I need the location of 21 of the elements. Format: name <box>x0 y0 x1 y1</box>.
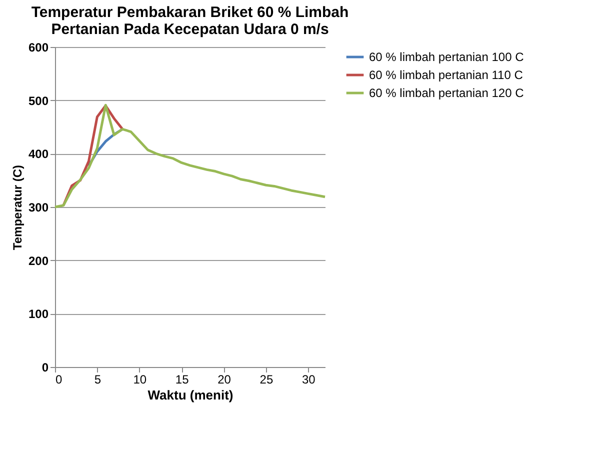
line-series <box>54 104 326 208</box>
legend-label: 60 % limbah pertanian 120 C <box>369 86 524 100</box>
y-tick-label: 400 <box>28 147 49 162</box>
y-tick-label: 500 <box>28 94 49 108</box>
y-tick-label: 600 <box>28 40 49 54</box>
legend-label: 60 % limbah pertanian 110 C <box>369 68 524 82</box>
y-tick-label: 300 <box>28 200 49 214</box>
x-tick-label: 5 <box>94 372 102 386</box>
y-tick-label: 0 <box>42 360 49 374</box>
x-tick-label: 30 <box>302 372 316 386</box>
y-tick-label: 100 <box>28 307 49 322</box>
x-axis-title: Waktu (menit) <box>148 388 234 402</box>
chart-title: Temperatur Pembakaran Briket 60 % Limbah Pertanian Pada Kecepatan Udara 0 m/s <box>31 4 349 38</box>
x-tick-label: 25 <box>260 372 274 386</box>
x-tick-label: 20 <box>218 372 232 386</box>
x-tick-label: 0 <box>56 372 62 386</box>
x-tick-label: 15 <box>175 372 190 386</box>
y-axis-title: Temperatur (C) <box>10 164 24 250</box>
x-tick-label: 10 <box>133 372 147 386</box>
legend-label: 60 % limbah pertanian 100 C <box>369 50 524 64</box>
y-tick-label: 200 <box>28 254 49 268</box>
